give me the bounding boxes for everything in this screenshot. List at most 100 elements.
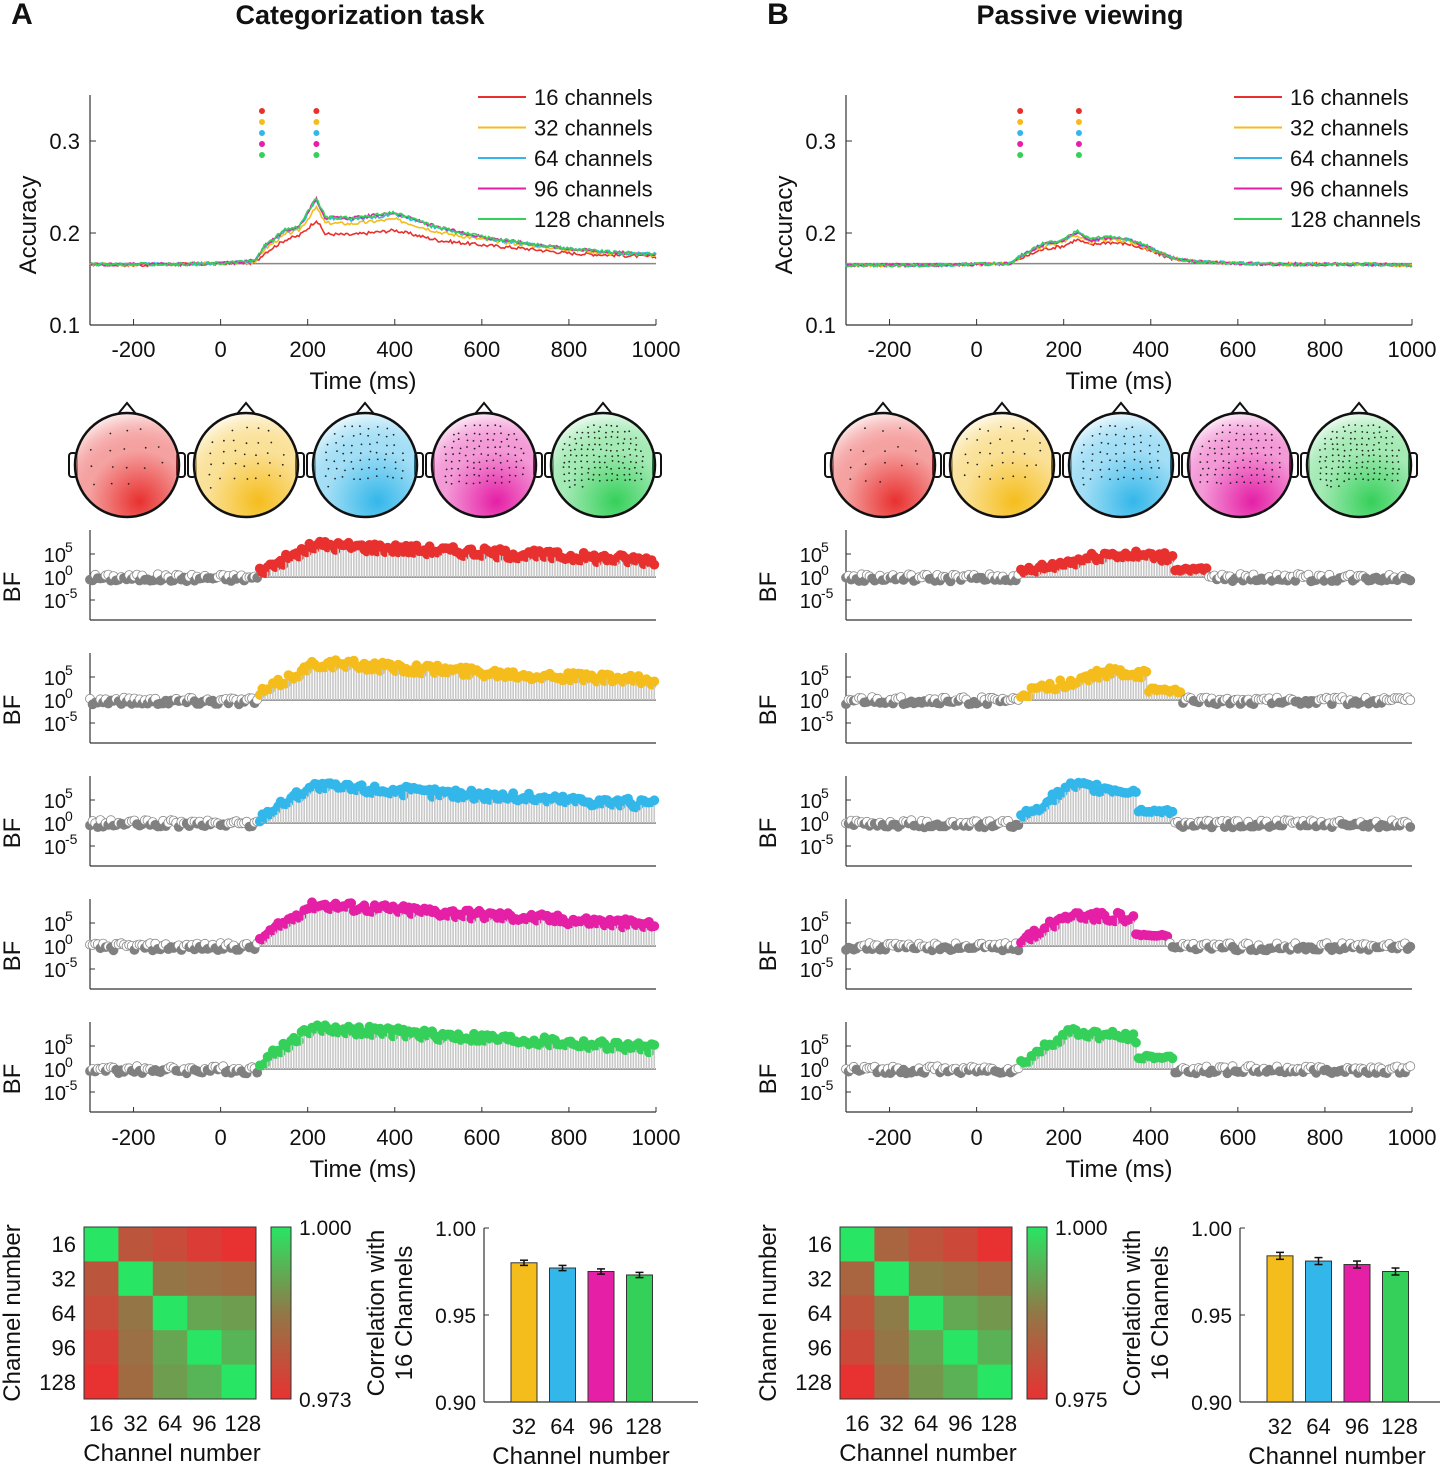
electrode: [513, 446, 516, 449]
y-tick-label: 10: [800, 1037, 822, 1059]
electrode: [1372, 460, 1375, 463]
electrode: [611, 455, 614, 458]
y-axis-label: Accuracy: [15, 176, 42, 275]
matrix-col-label: 128: [224, 1411, 261, 1436]
bf-point: [1167, 806, 1178, 817]
electrode: [568, 460, 571, 463]
electrode: [1262, 446, 1265, 449]
electrode: [445, 468, 448, 471]
electrode: [344, 425, 346, 428]
electrode: [1221, 439, 1223, 442]
legend-label: 96 channels: [1290, 177, 1409, 202]
bf-point: [1131, 787, 1141, 797]
matrix-cell: [187, 1261, 223, 1297]
electrode: [1241, 447, 1244, 450]
electrode: [1378, 431, 1381, 434]
electrode: [350, 451, 353, 454]
electrode: [90, 465, 93, 468]
electrode: [622, 442, 625, 445]
y-tick-exponent: 0: [65, 685, 73, 701]
electrode: [495, 452, 497, 455]
electrode: [1202, 467, 1204, 470]
electrode: [587, 426, 589, 428]
y-tick-label: 10: [44, 545, 66, 567]
electrode: [473, 473, 476, 476]
electrode: [1109, 424, 1111, 427]
electrode: [368, 458, 371, 461]
onset-marker: [313, 108, 320, 114]
electrode: [592, 479, 594, 481]
bf-plot-16: 10 510 010 -5BF: [755, 530, 1416, 621]
y-tick-label: 10: [800, 937, 822, 959]
y-tick-label: 10: [44, 568, 66, 590]
y-tick-label: 0.95: [435, 1305, 476, 1328]
y-axis-label: Accuracy: [771, 176, 798, 275]
electrode: [513, 433, 516, 435]
x-tick-label: 400: [376, 337, 413, 362]
x-tick-label: 800: [551, 337, 588, 362]
electrode: [1216, 433, 1218, 435]
electrode: [464, 454, 467, 457]
matrix-cell: [221, 1227, 257, 1262]
electrode: [359, 452, 362, 455]
electrode: [617, 454, 619, 457]
electrode: [487, 446, 489, 449]
electrode: [1343, 449, 1346, 452]
electrode: [1124, 442, 1126, 445]
electrode: [500, 440, 503, 443]
electrode: [234, 462, 237, 465]
scalp-map-128: [544, 401, 662, 519]
nose: [236, 401, 256, 415]
head: [192, 411, 300, 519]
electrode: [401, 470, 404, 472]
electrode: [882, 430, 884, 432]
legend-label: 64 channels: [534, 146, 653, 171]
electrode: [1325, 466, 1328, 468]
electrode: [450, 482, 453, 485]
electrode: [1001, 452, 1004, 454]
electrode: [623, 455, 626, 458]
nose: [593, 401, 613, 415]
electrode: [1123, 460, 1126, 463]
nose: [1111, 401, 1131, 415]
legend-label: 16 channels: [534, 85, 653, 110]
bf-point: [1405, 941, 1416, 952]
electrode: [568, 472, 570, 474]
electrode: [1236, 447, 1238, 450]
y-tick-exponent: 5: [65, 908, 73, 924]
electrode: [598, 437, 601, 440]
electrode: [640, 478, 643, 481]
electrode: [999, 425, 1002, 428]
electrode: [1270, 453, 1273, 456]
electrode: [603, 461, 606, 464]
x-tick-label: 400: [1132, 1125, 1169, 1150]
accuracy-line-128: [845, 228, 1413, 268]
electrode: [492, 459, 495, 462]
electrode: [587, 436, 590, 438]
electrode: [1355, 467, 1358, 469]
electrode: [222, 450, 225, 453]
matrix-row-label: 64: [52, 1301, 76, 1326]
y-tick-exponent: 0: [821, 931, 829, 947]
electrode: [610, 479, 613, 482]
electrode: [1385, 436, 1387, 439]
y-tick-exponent: 5: [65, 1031, 73, 1047]
y-tick-label: 10: [800, 714, 822, 736]
bf-plot-64: 10 510 010 -5BF: [755, 776, 1416, 867]
electrode: [1350, 449, 1352, 451]
electrode: [1214, 468, 1217, 471]
electrode: [1235, 432, 1238, 435]
electrode: [1361, 461, 1364, 464]
electrode: [1385, 449, 1387, 451]
electrode: [143, 467, 146, 469]
matrix-frame: [83, 1226, 257, 1400]
matrix-cell: [187, 1364, 223, 1400]
electrode: [604, 455, 607, 457]
electrode: [1372, 478, 1375, 481]
electrode: [520, 447, 523, 450]
matrix-col-label: 16: [845, 1411, 869, 1436]
x-axis-label: Channel number: [83, 1440, 260, 1467]
electrode: [1133, 458, 1136, 461]
electrode: [1116, 469, 1119, 472]
